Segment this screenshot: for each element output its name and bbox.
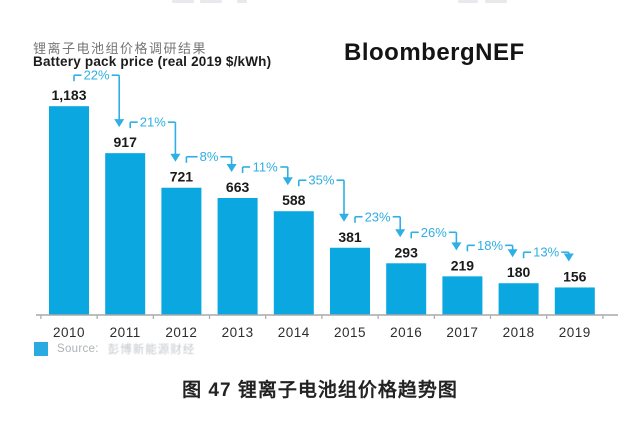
bar-2017 bbox=[442, 276, 483, 315]
year-label-2012: 2012 bbox=[165, 325, 197, 340]
year-label-2015: 2015 bbox=[334, 325, 366, 340]
cropped-top-artifact bbox=[172, 0, 194, 3]
bar-2014 bbox=[273, 211, 314, 315]
year-label-2016: 2016 bbox=[390, 325, 422, 340]
bar-2018 bbox=[498, 283, 539, 315]
value-label-2012: 721 bbox=[170, 169, 194, 185]
bar-2011 bbox=[105, 153, 146, 315]
value-label-2017: 219 bbox=[451, 257, 475, 273]
decline-arrowhead bbox=[507, 249, 518, 258]
decline-label-2012: 21% bbox=[140, 115, 166, 130]
decline-label-2019: 13% bbox=[533, 245, 559, 260]
decline-label-2011: 22% bbox=[84, 68, 110, 83]
value-label-2016: 293 bbox=[395, 244, 419, 260]
decline-arrowhead bbox=[395, 229, 406, 238]
year-label-2018: 2018 bbox=[503, 325, 535, 340]
decline-arrowhead bbox=[226, 163, 237, 172]
cropped-top-artifact bbox=[237, 0, 247, 3]
bar-2013 bbox=[217, 197, 258, 315]
decline-arrowhead bbox=[114, 119, 125, 128]
bloombergnef-logo: BloombergNEF bbox=[344, 39, 525, 66]
decline-arrowhead bbox=[339, 213, 349, 222]
value-label-2014: 588 bbox=[282, 192, 306, 208]
year-label-2011: 2011 bbox=[110, 325, 141, 340]
bar-2019 bbox=[554, 287, 595, 315]
year-label-2017: 2017 bbox=[446, 325, 478, 340]
decline-arrowhead bbox=[563, 253, 574, 262]
decline-arrowhead bbox=[170, 153, 181, 162]
chart-title-chinese: 锂离子电池组价格调研结果 bbox=[33, 41, 208, 56]
decline-label-2014: 11% bbox=[253, 159, 278, 174]
decline-arrowhead bbox=[451, 242, 462, 251]
cropped-top-artifact bbox=[200, 0, 222, 3]
chart-legend: Source: 彭博新能源财经 bbox=[34, 341, 195, 357]
legend-swatch bbox=[34, 342, 48, 356]
figure-caption: 图 47 锂离子电池组价格趋势图 bbox=[182, 380, 458, 401]
bar-2012 bbox=[161, 187, 202, 315]
source-name: 彭博新能源财经 bbox=[107, 344, 196, 356]
year-label-2010: 2010 bbox=[53, 325, 85, 340]
chart-subtitle-english: Battery pack price (real 2019 $/kWh) bbox=[33, 54, 272, 69]
decline-label-2018: 18% bbox=[477, 238, 503, 253]
value-label-2011: 917 bbox=[114, 134, 138, 150]
source-label: Source: bbox=[57, 343, 99, 355]
bar-2010 bbox=[49, 106, 89, 315]
value-label-2019: 156 bbox=[563, 268, 587, 284]
value-label-2018: 180 bbox=[507, 264, 531, 280]
decline-label-2017: 26% bbox=[421, 225, 447, 240]
cropped-top-artifact bbox=[458, 0, 478, 3]
decline-label-2013: 8% bbox=[200, 149, 219, 164]
cropped-top-artifact bbox=[485, 0, 507, 3]
value-label-2013: 663 bbox=[226, 179, 250, 195]
decline-label-2016: 23% bbox=[365, 209, 391, 224]
bar-2015 bbox=[330, 247, 370, 315]
bar-2016 bbox=[386, 263, 427, 315]
year-label-2014: 2014 bbox=[278, 325, 310, 340]
year-label-2013: 2013 bbox=[222, 325, 254, 340]
decline-arrowhead bbox=[282, 177, 293, 186]
bar-chart: 22% 21% 8% 11% 35% 23% 26% 18% 13% 1,183 917 721 663… bbox=[36, 68, 618, 340]
value-label-2010: 1,183 bbox=[51, 87, 86, 103]
decline-label-2015: 35% bbox=[308, 173, 334, 188]
year-label-2019: 2019 bbox=[559, 325, 591, 340]
value-label-2015: 381 bbox=[338, 229, 362, 245]
